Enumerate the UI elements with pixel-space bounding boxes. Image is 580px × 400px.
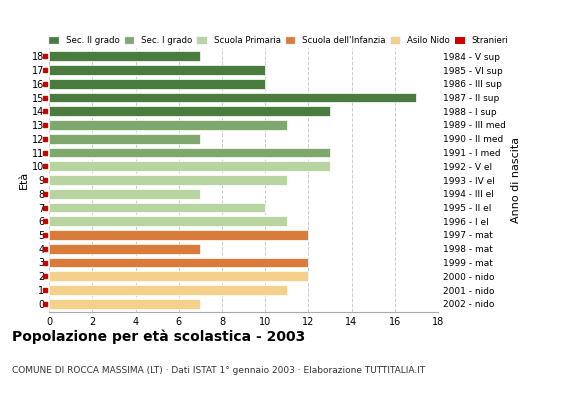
Bar [49, 120, 287, 130]
Bar [49, 51, 201, 61]
Bar [49, 175, 287, 185]
Bar [49, 134, 201, 144]
Bar [49, 148, 330, 158]
Legend: Sec. II grado, Sec. I grado, Scuola Primaria, Scuola dell'Infanzia, Asilo Nido, : Sec. II grado, Sec. I grado, Scuola Prim… [49, 36, 508, 45]
Bar [49, 79, 265, 89]
Bar [49, 258, 309, 268]
Bar [49, 106, 330, 116]
Bar [49, 65, 265, 75]
Bar [49, 285, 287, 295]
Bar [49, 216, 287, 226]
Bar [49, 271, 309, 281]
Bar [49, 92, 416, 102]
Bar [49, 299, 201, 309]
Y-axis label: Anno di nascita: Anno di nascita [511, 137, 521, 223]
Bar [49, 161, 330, 171]
Bar [49, 230, 309, 240]
Bar [49, 202, 265, 212]
Text: COMUNE DI ROCCA MASSIMA (LT) · Dati ISTAT 1° gennaio 2003 · Elaborazione TUTTITA: COMUNE DI ROCCA MASSIMA (LT) · Dati ISTA… [12, 366, 425, 375]
Y-axis label: Età: Età [19, 171, 29, 189]
Bar [49, 244, 201, 254]
Bar [49, 189, 201, 199]
Text: Popolazione per età scolastica - 2003: Popolazione per età scolastica - 2003 [12, 330, 305, 344]
